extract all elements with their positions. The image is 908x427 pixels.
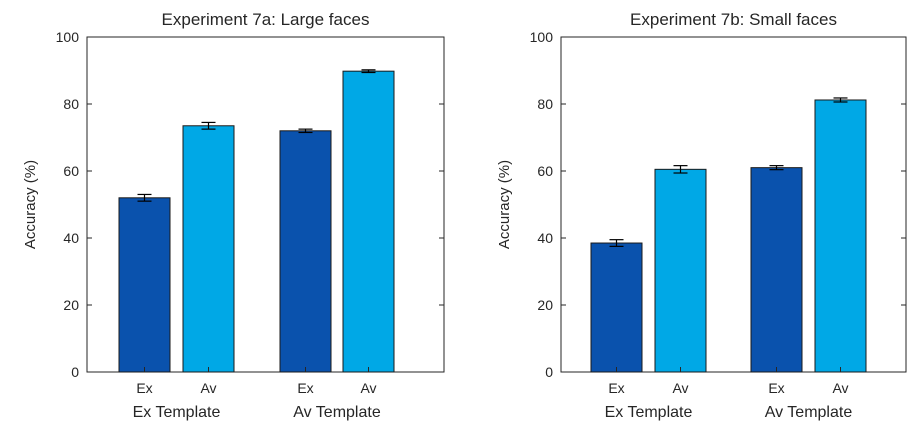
y-tick-label: 20 [537, 297, 553, 313]
y-tick-label: 60 [63, 163, 79, 179]
x-tick-label: Av [360, 380, 376, 396]
x-tick-label: Av [200, 380, 216, 396]
y-axis-label: Accuracy (%) [496, 160, 513, 249]
bar-1-0 [279, 130, 332, 373]
y-tick-label: 80 [63, 96, 79, 112]
x-tick-label: Av [672, 380, 688, 396]
group-label: Av Template [765, 404, 853, 421]
x-tick-label: Ex [608, 380, 624, 396]
y-axis-label: Accuracy (%) [22, 160, 39, 249]
chart-title: Experiment 7b: Small faces [630, 10, 837, 29]
plot-area-frame [560, 36, 907, 373]
x-tick-label: Ex [768, 380, 784, 396]
y-tick-label: 40 [63, 230, 79, 246]
x-tick-label: Ex [297, 380, 313, 396]
bar-1-1 [814, 99, 867, 373]
y-tick-label: 80 [537, 96, 553, 112]
chart-title: Experiment 7a: Large faces [162, 10, 370, 29]
group-label: Ex Template [605, 404, 693, 421]
y-tick-label: 20 [63, 297, 79, 313]
plot-area-frame [86, 36, 445, 373]
bar-0-0 [118, 197, 171, 373]
bar-1-0 [750, 167, 803, 373]
bar-0-0 [590, 242, 643, 373]
y-tick-label: 0 [545, 364, 553, 380]
y-tick-label: 0 [71, 364, 79, 380]
group-label: Av Template [293, 404, 381, 421]
y-tick-label: 100 [56, 29, 80, 45]
bar-1-1 [342, 70, 395, 373]
x-tick-label: Ex [136, 380, 152, 396]
bar-0-1 [182, 125, 235, 373]
y-tick-label: 40 [537, 230, 553, 246]
y-tick-label: 60 [537, 163, 553, 179]
x-tick-label: Av [832, 380, 848, 396]
y-tick-label: 100 [530, 29, 554, 45]
chart-panel-1: Experiment 7a: Large faces 0 20 40 60 80 100 Ac… [22, 10, 445, 421]
group-label: Ex Template [133, 404, 221, 421]
chart-panel-2: Experiment 7b: Small faces 0 20 40 60 80 100 Ac… [496, 10, 907, 421]
bar-0-1 [654, 168, 707, 373]
